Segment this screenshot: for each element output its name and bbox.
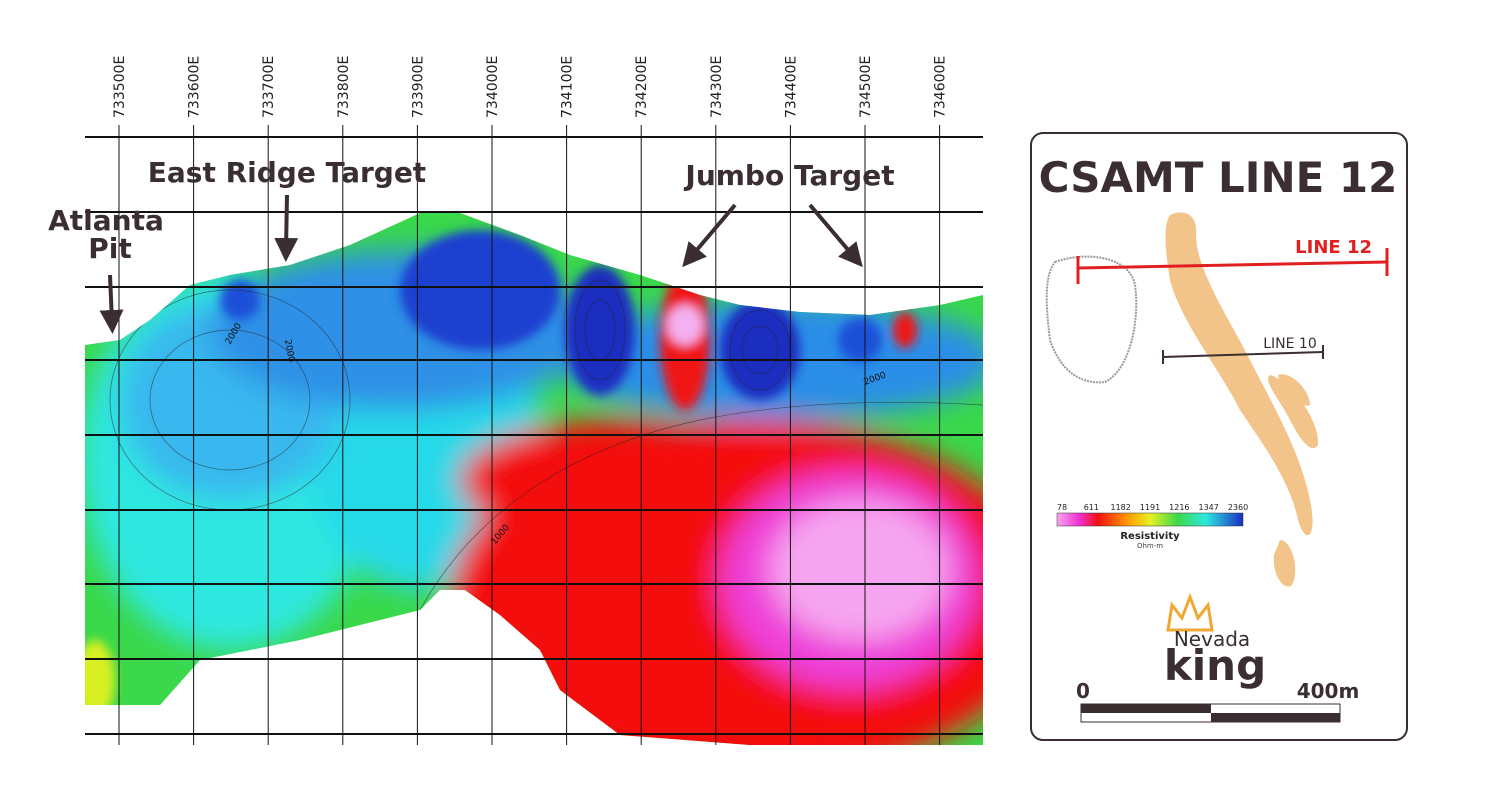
line-label: LINE 12 bbox=[1295, 237, 1372, 258]
colorbar-ticks: 78 611 1182 1191 1216 1347 2360 bbox=[1057, 503, 1248, 512]
easting-label: 734500E bbox=[858, 56, 874, 118]
easting-label: 734000E bbox=[485, 56, 501, 118]
inset-frame bbox=[1030, 132, 1408, 741]
easting-labels: 733500E 733600E 733700E 733800E 733900E 73400… bbox=[112, 56, 949, 118]
colorbar-tick: 1191 bbox=[1140, 503, 1160, 512]
annotation: Pit bbox=[88, 232, 132, 265]
easting-label: 734100E bbox=[560, 56, 576, 118]
logo: Nevada bbox=[1174, 627, 1250, 651]
logo: king bbox=[1164, 641, 1266, 690]
easting-label: 733500E bbox=[112, 56, 128, 118]
annotation: Jumbo Target bbox=[683, 159, 894, 192]
scale-label: 0 bbox=[1076, 679, 1090, 703]
colorbar-tick: 1182 bbox=[1110, 503, 1130, 512]
annotation: Atlanta bbox=[48, 204, 164, 237]
grid bbox=[85, 125, 983, 745]
easting-label: 733600E bbox=[187, 56, 203, 118]
colorbar-unit: Ohm-m bbox=[1137, 542, 1163, 550]
colorbar-tick: 1216 bbox=[1169, 503, 1189, 512]
easting-label: 734600E bbox=[933, 56, 949, 118]
scale-bar bbox=[1080, 703, 1341, 723]
easting-label: 734300E bbox=[709, 56, 725, 118]
scale-label: 400m bbox=[1297, 679, 1360, 703]
colorbar bbox=[1056, 512, 1244, 527]
easting-label: 733800E bbox=[336, 56, 352, 118]
arrows bbox=[99, 194, 863, 334]
colorbar-tick: 78 bbox=[1057, 503, 1067, 512]
colorbar-title: Resistivity bbox=[1120, 531, 1180, 542]
line-10 bbox=[1162, 345, 1324, 364]
logo-crown bbox=[1166, 592, 1214, 632]
geology bbox=[1165, 212, 1319, 587]
pit-outline bbox=[1045, 255, 1138, 384]
easting-label: 733900E bbox=[410, 56, 426, 118]
easting-label: 734200E bbox=[634, 56, 650, 118]
inset-title: CSAMT LINE 12 bbox=[1039, 153, 1398, 202]
easting-label: 733700E bbox=[261, 56, 277, 118]
annotation: East Ridge Target bbox=[148, 156, 426, 189]
contour-label: 2000 bbox=[282, 339, 296, 364]
colorbar-tick: 2360 bbox=[1228, 503, 1248, 512]
colorbar-tick: 1347 bbox=[1198, 503, 1218, 512]
colorbar-tick: 611 bbox=[1084, 503, 1099, 512]
line-label: LINE 10 bbox=[1263, 336, 1317, 352]
line-12 bbox=[1076, 248, 1389, 284]
easting-label: 734400E bbox=[783, 56, 799, 118]
